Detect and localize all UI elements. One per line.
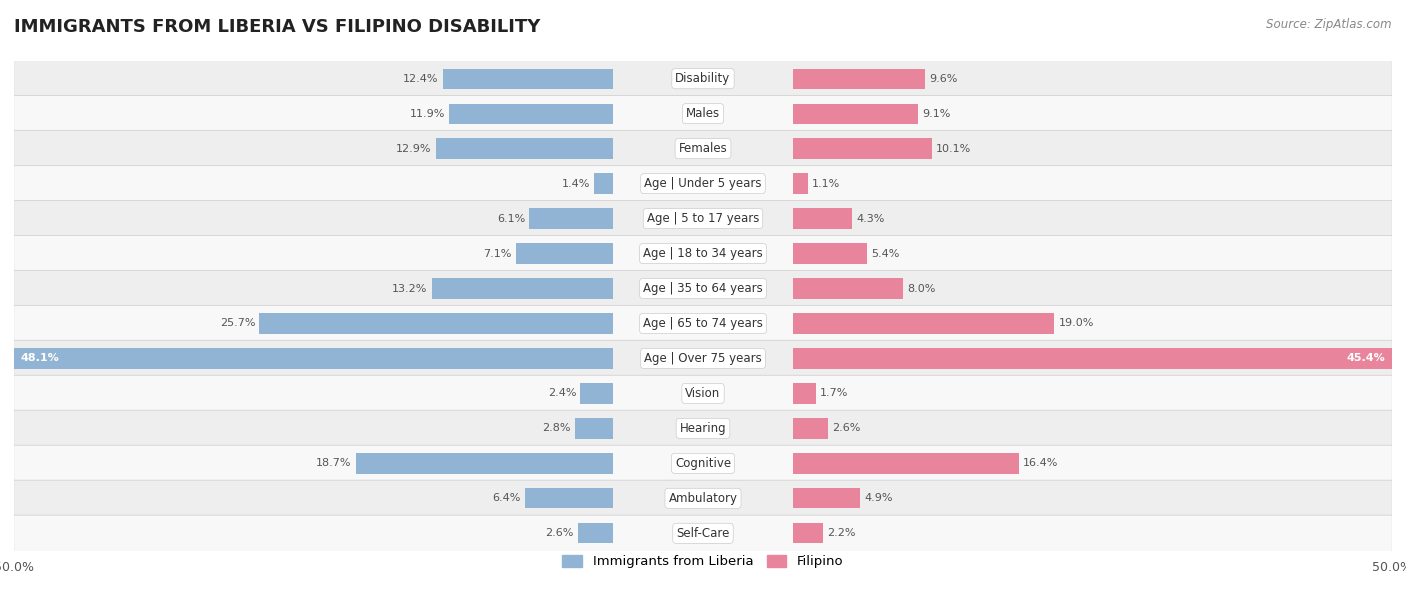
FancyBboxPatch shape xyxy=(14,61,1392,97)
Text: 9.1%: 9.1% xyxy=(922,109,950,119)
Text: Age | 5 to 17 years: Age | 5 to 17 years xyxy=(647,212,759,225)
Text: Age | Under 5 years: Age | Under 5 years xyxy=(644,177,762,190)
Text: 16.4%: 16.4% xyxy=(1022,458,1059,468)
Text: 2.6%: 2.6% xyxy=(832,424,860,433)
Text: Males: Males xyxy=(686,107,720,120)
Text: 4.3%: 4.3% xyxy=(856,214,884,223)
Legend: Immigrants from Liberia, Filipino: Immigrants from Liberia, Filipino xyxy=(557,550,849,573)
FancyBboxPatch shape xyxy=(14,410,1392,447)
Text: Age | 18 to 34 years: Age | 18 to 34 years xyxy=(643,247,763,260)
Text: 12.4%: 12.4% xyxy=(404,73,439,84)
Text: Hearing: Hearing xyxy=(679,422,727,435)
Bar xyxy=(526,488,613,509)
FancyBboxPatch shape xyxy=(14,515,1392,551)
Text: 45.4%: 45.4% xyxy=(1347,354,1385,364)
Text: 48.1%: 48.1% xyxy=(21,354,59,364)
Text: Ambulatory: Ambulatory xyxy=(668,492,738,505)
Bar xyxy=(793,138,932,159)
FancyBboxPatch shape xyxy=(14,130,1392,167)
Text: Females: Females xyxy=(679,142,727,155)
Bar xyxy=(793,173,807,194)
Text: Age | 35 to 64 years: Age | 35 to 64 years xyxy=(643,282,763,295)
FancyBboxPatch shape xyxy=(14,445,1392,482)
Text: 18.7%: 18.7% xyxy=(316,458,352,468)
Bar xyxy=(450,103,613,124)
FancyBboxPatch shape xyxy=(14,305,1392,341)
Bar xyxy=(259,313,613,334)
Text: 8.0%: 8.0% xyxy=(907,283,935,294)
Bar xyxy=(793,418,828,439)
Text: 25.7%: 25.7% xyxy=(219,318,254,329)
Text: IMMIGRANTS FROM LIBERIA VS FILIPINO DISABILITY: IMMIGRANTS FROM LIBERIA VS FILIPINO DISA… xyxy=(14,18,540,36)
Bar xyxy=(530,209,613,229)
FancyBboxPatch shape xyxy=(14,165,1392,202)
Text: 2.2%: 2.2% xyxy=(827,528,855,539)
Text: 6.1%: 6.1% xyxy=(496,214,526,223)
Text: 10.1%: 10.1% xyxy=(936,144,972,154)
Bar xyxy=(356,453,613,474)
Text: Cognitive: Cognitive xyxy=(675,457,731,470)
Bar xyxy=(793,69,925,89)
Bar xyxy=(793,313,1054,334)
FancyBboxPatch shape xyxy=(14,95,1392,132)
Bar xyxy=(432,278,613,299)
Text: 1.1%: 1.1% xyxy=(811,179,841,188)
Text: Vision: Vision xyxy=(685,387,721,400)
Bar xyxy=(793,209,852,229)
Text: 2.4%: 2.4% xyxy=(548,389,576,398)
Bar xyxy=(575,418,613,439)
Bar xyxy=(578,523,613,543)
Text: 11.9%: 11.9% xyxy=(411,109,446,119)
Text: 1.4%: 1.4% xyxy=(561,179,591,188)
Bar xyxy=(793,244,868,264)
Text: 6.4%: 6.4% xyxy=(492,493,522,503)
Text: 2.8%: 2.8% xyxy=(543,424,571,433)
FancyBboxPatch shape xyxy=(14,375,1392,412)
Text: 12.9%: 12.9% xyxy=(396,144,432,154)
Text: 19.0%: 19.0% xyxy=(1059,318,1094,329)
Text: 13.2%: 13.2% xyxy=(392,283,427,294)
Bar xyxy=(443,69,613,89)
Text: Age | Over 75 years: Age | Over 75 years xyxy=(644,352,762,365)
Bar xyxy=(793,103,918,124)
Bar xyxy=(0,348,613,368)
Bar xyxy=(793,523,823,543)
Text: 2.6%: 2.6% xyxy=(546,528,574,539)
Bar xyxy=(595,173,613,194)
Text: Self-Care: Self-Care xyxy=(676,527,730,540)
FancyBboxPatch shape xyxy=(14,236,1392,272)
FancyBboxPatch shape xyxy=(14,480,1392,517)
Text: 7.1%: 7.1% xyxy=(484,248,512,258)
Text: Disability: Disability xyxy=(675,72,731,85)
FancyBboxPatch shape xyxy=(14,340,1392,376)
Bar xyxy=(581,383,613,403)
Text: Age | 65 to 74 years: Age | 65 to 74 years xyxy=(643,317,763,330)
Bar xyxy=(793,383,815,403)
Bar xyxy=(793,278,903,299)
Text: 9.6%: 9.6% xyxy=(929,73,957,84)
Bar xyxy=(793,488,860,509)
Bar xyxy=(436,138,613,159)
Text: 1.7%: 1.7% xyxy=(820,389,848,398)
FancyBboxPatch shape xyxy=(14,200,1392,237)
FancyBboxPatch shape xyxy=(14,271,1392,307)
Bar xyxy=(516,244,613,264)
Text: Source: ZipAtlas.com: Source: ZipAtlas.com xyxy=(1267,18,1392,31)
Bar xyxy=(793,453,1018,474)
Text: 4.9%: 4.9% xyxy=(865,493,893,503)
Text: 5.4%: 5.4% xyxy=(872,248,900,258)
Bar xyxy=(793,348,1406,368)
